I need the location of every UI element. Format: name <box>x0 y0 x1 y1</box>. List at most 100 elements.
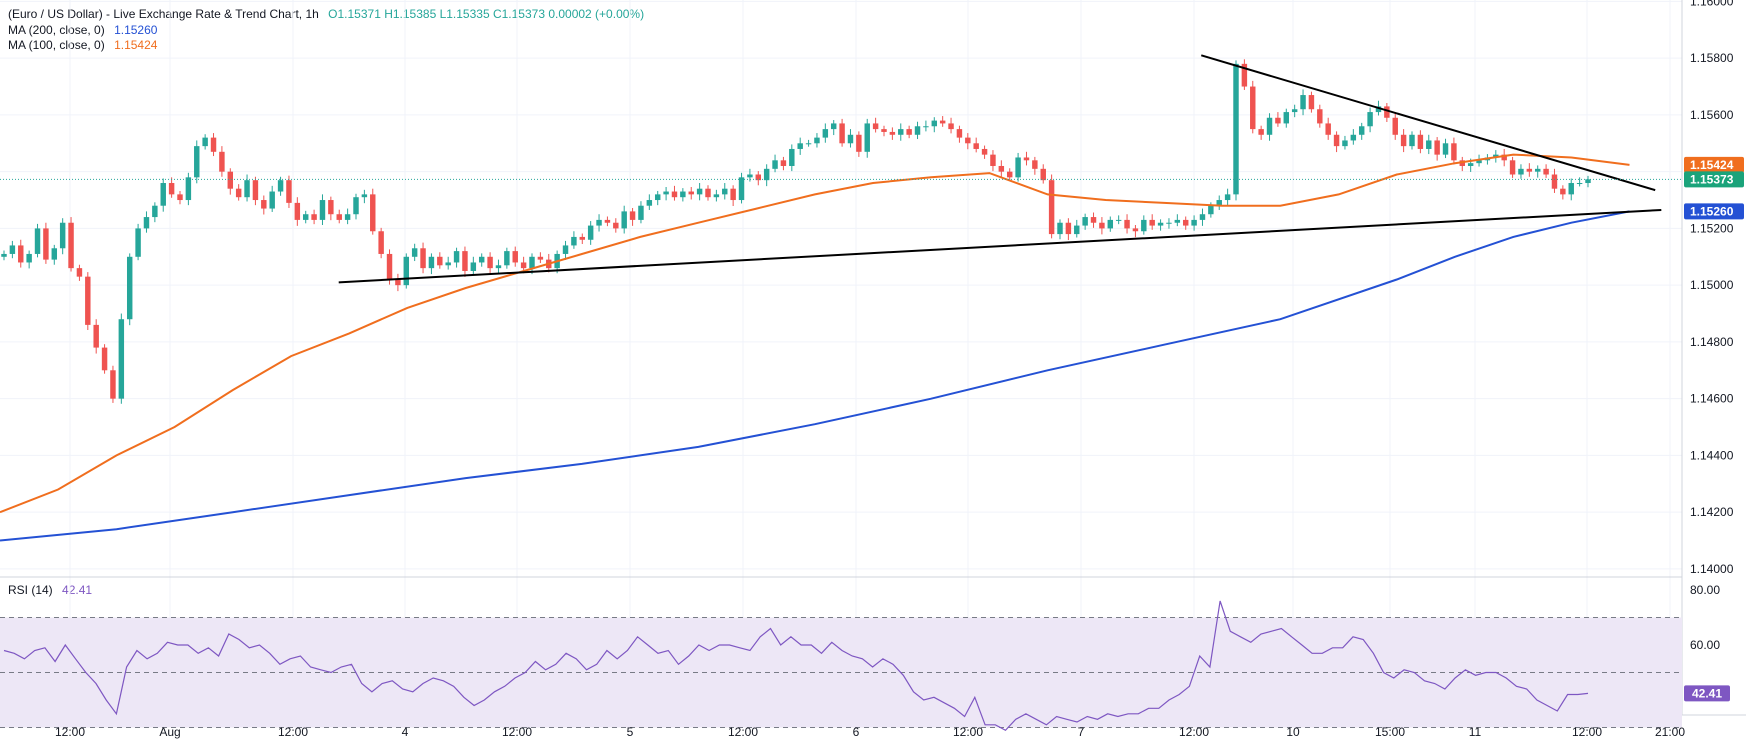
candle-body <box>1501 154 1507 161</box>
candle-body <box>789 148 795 166</box>
ma100-legend[interactable]: MA (100, close, 0) 1.15424 <box>8 38 157 52</box>
time-tick-label: 12:00 <box>502 725 532 739</box>
candle-body <box>202 137 208 147</box>
candle-body <box>1048 180 1055 235</box>
candle-body <box>1074 225 1080 235</box>
candles-group <box>1 59 1591 404</box>
candle-body <box>244 180 250 198</box>
candle-body <box>252 180 259 201</box>
candle-body <box>344 214 351 220</box>
price-label-badge <box>1684 156 1744 173</box>
candle-body <box>705 188 711 198</box>
candle-body <box>604 219 611 223</box>
candle-body <box>696 188 703 195</box>
rsi-line <box>3 600 1589 732</box>
candle-body <box>805 143 812 145</box>
candle-body <box>1149 219 1155 226</box>
candle-body <box>864 123 870 152</box>
candle-body <box>1283 112 1290 124</box>
candle-body <box>512 251 518 263</box>
candle-body <box>881 129 887 132</box>
candle-body <box>856 134 862 152</box>
candle-body <box>671 191 678 198</box>
candle-body <box>529 256 535 269</box>
candle-body <box>101 347 108 371</box>
candle-body <box>118 319 125 399</box>
rsi-label: RSI (14) <box>8 583 53 597</box>
candle-body <box>990 154 996 166</box>
candle-body <box>730 188 736 201</box>
candle-body <box>797 143 803 149</box>
candle-body <box>1040 168 1046 181</box>
candle-body <box>1250 86 1256 130</box>
candle-body <box>1476 160 1482 164</box>
candle-body <box>629 211 636 220</box>
ma100-line <box>0 153 1630 514</box>
candle-body <box>889 131 896 135</box>
price-tick-label: 1.15200 <box>1690 221 1734 235</box>
candle-body <box>437 256 443 266</box>
time-tick-label: 12:00 <box>728 725 758 739</box>
candle-body <box>168 183 175 195</box>
price-label-text: 1.15373 <box>1690 172 1734 186</box>
candle-body <box>898 129 904 135</box>
candle-body <box>277 180 284 192</box>
candle-body <box>319 200 326 220</box>
trendline-lower <box>338 208 1662 284</box>
candle-body <box>1526 168 1533 172</box>
candle-body <box>1417 134 1424 149</box>
ma100-label: MA (100, close, 0) <box>8 38 105 52</box>
candle-body <box>939 120 946 124</box>
candle-body <box>18 245 24 263</box>
candle-body <box>302 214 309 220</box>
candle-body <box>135 228 141 257</box>
candle-body <box>1333 134 1340 147</box>
price-tick-label: 1.14200 <box>1690 505 1734 519</box>
candle-body <box>1099 222 1105 229</box>
candle-body <box>1141 219 1147 232</box>
candle-body <box>596 219 602 226</box>
candle-body <box>1291 109 1298 113</box>
candle-body <box>1124 219 1130 229</box>
candle-body <box>353 197 359 215</box>
candle-body <box>487 256 493 269</box>
candle-body <box>428 256 435 269</box>
candle-body <box>286 180 292 203</box>
ma100-value: 1.15424 <box>114 38 158 52</box>
candle-body <box>1032 160 1038 169</box>
ma200-legend[interactable]: MA (200, close, 0) 1.15260 <box>8 23 157 37</box>
candle-body <box>1208 205 1214 215</box>
time-tick-label: 4 <box>402 725 409 739</box>
time-tick-label: 11 <box>1469 725 1482 739</box>
candle-body <box>1434 140 1440 155</box>
candle-body <box>1493 154 1499 158</box>
ma200-line <box>0 210 1630 542</box>
time-tick-label: 6 <box>853 725 860 739</box>
candle-body <box>680 191 686 198</box>
rsi-value-badge-text: 42.41 <box>1692 686 1722 700</box>
candle-body <box>1191 219 1197 226</box>
candle-body <box>847 134 854 144</box>
candle-body <box>1065 222 1072 235</box>
candle-body <box>1199 214 1206 220</box>
candle-body <box>386 253 393 280</box>
candle-body <box>210 137 217 152</box>
candle-body <box>747 174 753 178</box>
candle-body <box>772 160 778 169</box>
candle-body <box>328 200 334 215</box>
candle-body <box>1400 134 1407 147</box>
candle-body <box>194 146 200 178</box>
rsi-tick-label: 60.00 <box>1690 638 1720 652</box>
candle-body <box>1392 117 1398 135</box>
candle-body <box>219 151 225 172</box>
candle-body <box>965 137 971 144</box>
candle-body <box>269 191 275 209</box>
candle-body <box>1560 188 1566 195</box>
candle-body <box>1174 219 1181 223</box>
ohlc-readout: O1.15371 H1.15385 L1.15335 C1.15373 0.00… <box>328 7 645 21</box>
time-tick-label: 7 <box>1078 725 1085 739</box>
candle-body <box>1509 160 1516 175</box>
trendline-upper <box>1200 54 1656 192</box>
ma200-value: 1.15260 <box>114 23 158 37</box>
